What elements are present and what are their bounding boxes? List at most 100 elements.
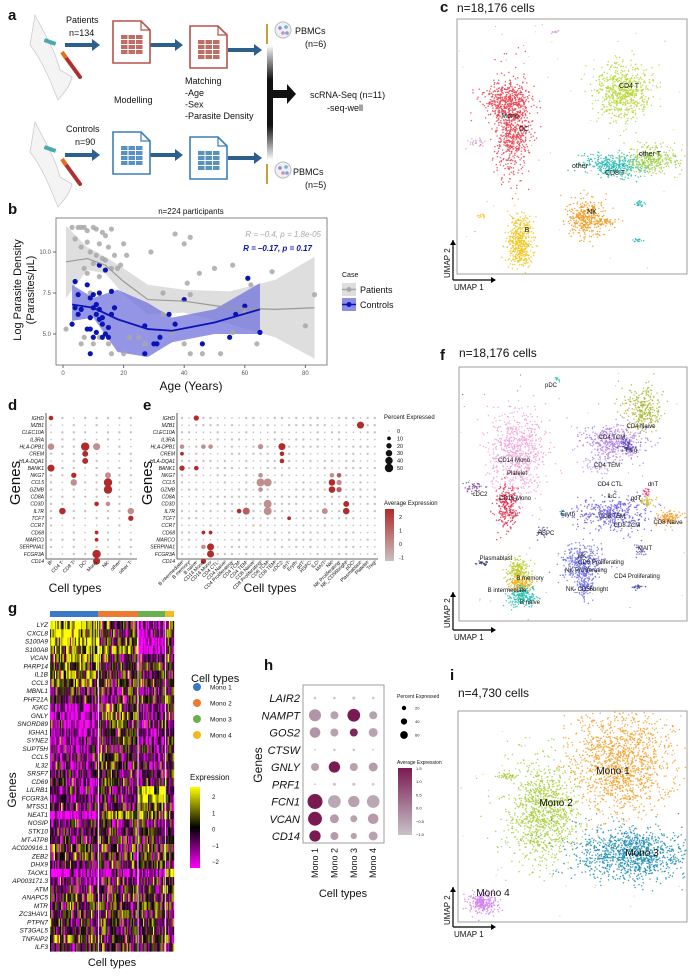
- matching-criterion: -Parasite Density: [185, 111, 254, 121]
- cell-point: [611, 94, 614, 97]
- cell-point: [527, 415, 529, 418]
- cell-point: [512, 452, 515, 454]
- cell-point: [533, 489, 536, 491]
- cell-point: [516, 95, 518, 98]
- cell-point: [618, 79, 621, 82]
- cell-point: [615, 164, 618, 167]
- cell-point: [637, 451, 639, 453]
- cluster-label: Mono: [501, 113, 519, 120]
- cell-point: [643, 169, 645, 172]
- patient-point: [211, 265, 218, 271]
- cell-point: [471, 483, 474, 486]
- cell-point: [510, 526, 512, 529]
- cell-point: [516, 150, 518, 153]
- cell-point: [528, 435, 530, 437]
- cell-point: [598, 214, 601, 217]
- cell-point: [508, 467, 510, 470]
- cell-point: [659, 162, 661, 164]
- cell-point: [517, 105, 520, 107]
- cell-point: [521, 432, 523, 434]
- cell-point: [511, 509, 514, 511]
- cell-point: [619, 90, 621, 92]
- cell-point: [493, 123, 496, 125]
- cell-point: [590, 218, 593, 221]
- cell-point: [525, 89, 527, 92]
- cell-point: [650, 104, 653, 107]
- cell-point: [515, 103, 517, 105]
- cell-point: [623, 163, 626, 165]
- cell-point: [600, 176, 602, 179]
- spreadsheet-cell: [136, 156, 143, 160]
- cell-point: [538, 159, 540, 161]
- cell-point: [637, 160, 639, 163]
- cell-point: [526, 116, 528, 119]
- cell-point: [606, 78, 609, 81]
- cell-point: [510, 232, 513, 235]
- cell-point: [512, 133, 515, 136]
- cell-point: [638, 420, 640, 422]
- cell-point: [631, 158, 633, 161]
- cell-point: [643, 398, 646, 400]
- cell-point: [519, 90, 522, 92]
- cell-point: [654, 161, 657, 164]
- cell-point: [533, 456, 535, 459]
- cell-point: [614, 69, 617, 72]
- cell-point: [549, 431, 551, 434]
- cell-point: [680, 159, 682, 161]
- control-point: [93, 329, 99, 335]
- cell-point: [558, 381, 561, 383]
- cell-point: [639, 97, 641, 100]
- cell-point: [640, 104, 642, 107]
- cell-point: [505, 454, 508, 457]
- cell-point: [523, 467, 526, 470]
- cell-point: [480, 485, 482, 488]
- cell-point: [512, 217, 514, 219]
- cell-point: [597, 163, 599, 165]
- cell-point: [663, 166, 665, 169]
- cell-point: [501, 129, 503, 131]
- cell-point: [638, 108, 641, 110]
- cell-point: [570, 210, 572, 213]
- cell-point: [509, 423, 511, 425]
- cell-point: [475, 141, 477, 144]
- cell-point: [511, 99, 514, 101]
- cell-point: [496, 426, 499, 429]
- cell-point: [532, 444, 534, 447]
- cell-point: [490, 481, 492, 483]
- cell-point: [605, 193, 607, 195]
- cell-point: [579, 192, 582, 194]
- cell-point: [520, 117, 523, 119]
- cell-point: [488, 448, 490, 450]
- cell-point: [506, 530, 508, 532]
- cell-point: [598, 84, 601, 86]
- cell-point: [623, 98, 625, 100]
- cell-point: [525, 99, 528, 101]
- cell-point: [635, 166, 637, 169]
- cell-point: [679, 173, 681, 176]
- cell-point: [505, 102, 508, 104]
- cell-point: [637, 68, 640, 71]
- cell-point: [618, 92, 621, 95]
- spreadsheet-cell: [128, 146, 135, 150]
- cell-point: [653, 373, 655, 375]
- cell-point: [540, 451, 542, 453]
- patient-point: [63, 326, 69, 332]
- cell-point: [656, 412, 659, 414]
- cell-point: [502, 455, 505, 457]
- cell-point: [598, 91, 600, 93]
- spreadsheet-cell: [136, 146, 143, 150]
- cell-point: [586, 218, 589, 220]
- cell-point: [624, 98, 627, 101]
- cell-point: [518, 239, 520, 242]
- cell-point: [637, 418, 640, 421]
- cell-point: [651, 415, 653, 417]
- cell-point: [586, 222, 588, 224]
- cell-point: [500, 60, 502, 63]
- cell-point: [584, 171, 587, 173]
- cluster-label: NK: [587, 209, 597, 216]
- cell-point: [589, 226, 592, 229]
- cell-point: [512, 448, 514, 451]
- cell-point: [616, 104, 618, 107]
- cell-point: [670, 157, 672, 159]
- cell-point: [598, 78, 600, 81]
